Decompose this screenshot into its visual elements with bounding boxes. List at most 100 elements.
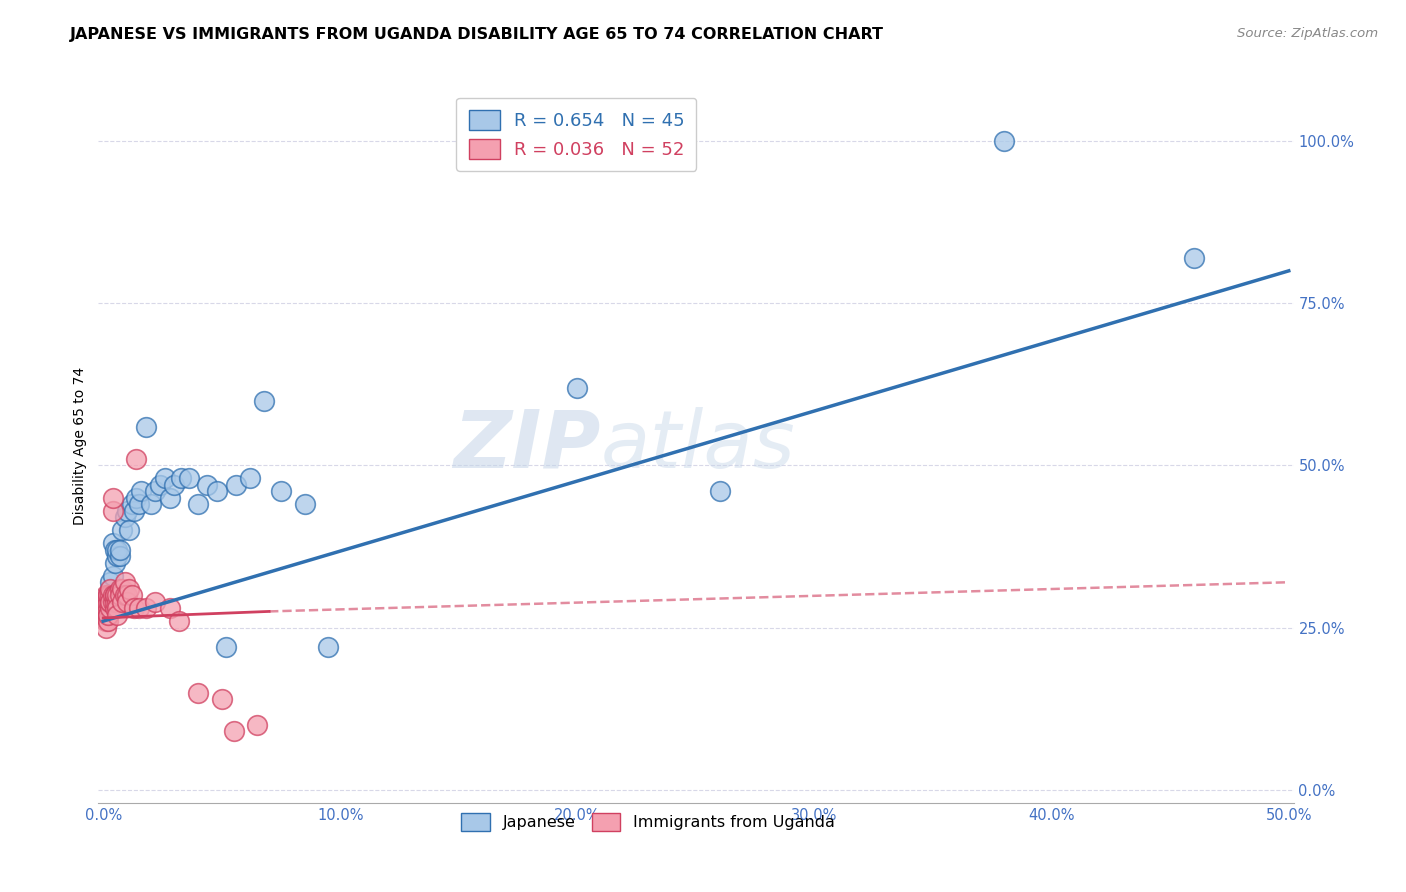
Point [114, 510, 136, 524]
Point [105, 542, 128, 557]
Point [97, 595, 120, 609]
Point [143, 595, 166, 609]
Point [205, 484, 228, 499]
Point [211, 692, 233, 706]
Point [125, 491, 148, 505]
Point [94, 601, 117, 615]
Point [239, 471, 262, 485]
Point [105, 588, 128, 602]
Point [993, 134, 1015, 148]
Point [98, 582, 121, 596]
Point [94, 607, 117, 622]
Point [118, 524, 141, 538]
Point [97, 601, 120, 615]
Point [94, 595, 117, 609]
Point [121, 497, 143, 511]
Point [104, 542, 127, 557]
Point [139, 497, 162, 511]
Point [122, 504, 145, 518]
Point [105, 607, 128, 622]
Point [97, 614, 120, 628]
Point [129, 484, 152, 499]
Text: Source: ZipAtlas.com: Source: ZipAtlas.com [1237, 27, 1378, 40]
Point [98, 601, 121, 615]
Point [187, 497, 209, 511]
Point [253, 393, 276, 408]
Point [98, 595, 121, 609]
Point [98, 595, 121, 609]
Point [246, 718, 269, 732]
Point [153, 471, 176, 485]
Text: JAPANESE VS IMMIGRANTS FROM UGANDA DISABILITY AGE 65 TO 74 CORRELATION CHART: JAPANESE VS IMMIGRANTS FROM UGANDA DISAB… [70, 27, 884, 42]
Point [101, 588, 124, 602]
Point [104, 588, 127, 602]
Point [101, 595, 124, 609]
Point [108, 549, 131, 564]
Point [108, 582, 131, 596]
Point [105, 549, 128, 564]
Point [94, 614, 117, 628]
Point [98, 575, 121, 590]
Point [111, 582, 134, 596]
Point [170, 471, 193, 485]
Point [108, 542, 131, 557]
Point [159, 491, 181, 505]
Point [98, 588, 121, 602]
Point [567, 381, 589, 395]
Point [104, 601, 127, 615]
Point [143, 484, 166, 499]
Point [97, 607, 120, 622]
Point [122, 601, 145, 615]
Y-axis label: Disability Age 65 to 74: Disability Age 65 to 74 [73, 367, 87, 525]
Text: ZIP: ZIP [453, 407, 600, 485]
Point [121, 588, 143, 602]
Point [197, 478, 219, 492]
Point [135, 601, 157, 615]
Point [163, 478, 186, 492]
Point [98, 582, 121, 596]
Point [709, 484, 731, 499]
Point [97, 595, 120, 609]
Point [115, 588, 138, 602]
Point [94, 614, 117, 628]
Point [111, 524, 134, 538]
Point [215, 640, 238, 654]
Point [114, 588, 136, 602]
Point [270, 484, 292, 499]
Point [222, 724, 245, 739]
Point [128, 601, 150, 615]
Point [135, 419, 157, 434]
Legend: Japanese, Immigrants from Uganda: Japanese, Immigrants from Uganda [456, 806, 841, 838]
Point [104, 588, 127, 602]
Point [105, 595, 128, 609]
Point [104, 595, 127, 609]
Point [94, 588, 117, 602]
Point [225, 478, 247, 492]
Point [108, 588, 131, 602]
Point [101, 568, 124, 582]
Point [118, 582, 141, 596]
Point [187, 685, 209, 699]
Point [94, 601, 117, 615]
Point [101, 504, 124, 518]
Point [1182, 251, 1205, 265]
Point [94, 621, 117, 635]
Point [167, 614, 190, 628]
Point [318, 640, 340, 654]
Point [97, 588, 120, 602]
Point [115, 595, 138, 609]
Point [97, 588, 120, 602]
Point [105, 601, 128, 615]
Point [111, 595, 134, 609]
Point [128, 497, 150, 511]
Point [115, 504, 138, 518]
Point [177, 471, 200, 485]
Point [101, 491, 124, 505]
Point [159, 601, 181, 615]
Point [101, 536, 124, 550]
Point [125, 452, 148, 467]
Point [97, 607, 120, 622]
Point [294, 497, 316, 511]
Point [114, 575, 136, 590]
Point [149, 478, 172, 492]
